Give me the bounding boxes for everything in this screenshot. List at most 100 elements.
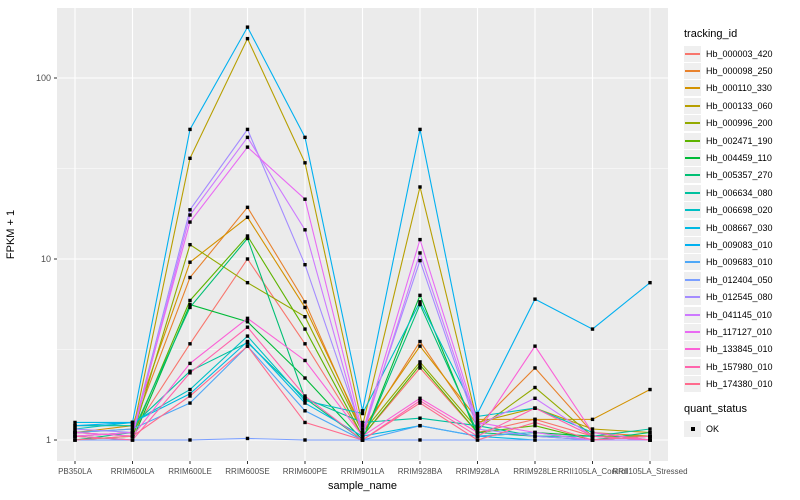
data-point-Hb_000098_250 [303,300,307,304]
data-point-Hb_002471_190 [188,298,192,303]
legend-label: Hb_000996_200 [706,118,773,129]
legend-title-quant-status: quant_status [684,402,747,415]
data-point-Hb_157980_010 [475,434,480,438]
square-point-icon [690,426,695,431]
line-swatch-icon [685,191,700,194]
legend-swatch-Hb_005357_270 [684,167,701,184]
data-point-Hb_004459_110 [188,302,192,307]
legend-label: Hb_009083_010 [706,239,773,250]
data-point-Hb_157980_010 [648,438,652,442]
data-point-Hb_117127_010 [418,237,422,242]
legend-label: Hb_000133_060 [706,100,773,111]
data-point-Hb_000098_250 [188,275,192,280]
data-point-Hb_009083_010 [245,25,250,29]
data-point-Hb_174380_010 [418,401,422,405]
data-point-Hb_174380_010 [73,438,77,442]
data-point-Hb_041145_010 [303,228,307,232]
data-point-Hb_117127_010 [303,197,307,201]
line-swatch-icon [685,261,700,264]
line-swatch-icon [685,104,700,107]
data-point-Hb_012404_050 [533,438,537,442]
data-point-Hb_012545_080 [418,258,422,263]
x-axis-title: sample_name [328,480,397,492]
data-point-Hb_000133_060 [360,423,365,428]
data-point-Hb_000133_060 [245,36,250,41]
legend-swatch-Hb_000003_420 [684,45,701,62]
line-swatch-icon [685,70,700,73]
data-point-Hb_012404_050 [303,438,307,442]
data-point-Hb_005357_270 [648,430,652,435]
data-point-Hb_006634_080 [648,427,652,431]
data-point-Hb_157980_010 [303,394,307,398]
data-point-Hb_006634_080 [130,423,135,428]
legend-swatch-Hb_133845_010 [684,341,701,358]
data-point-Hb_000110_330 [418,344,422,348]
legend-item-Hb_000003_420: Hb_000003_420 [684,45,798,62]
data-point-Hb_174380_010 [188,394,192,398]
legend-swatch-Hb_006634_080 [684,184,701,201]
data-point-Hb_005357_270 [188,305,192,310]
line-swatch-icon [685,278,700,281]
data-point-Hb_000996_200 [188,242,192,247]
data-point-Hb_012404_050 [245,436,250,441]
line-swatch-icon [685,383,700,386]
legend-item-Hb_117127_010: Hb_117127_010 [684,323,798,340]
legend-label: Hb_000098_250 [706,66,773,77]
data-point-Hb_117127_010 [188,220,192,224]
y-tick-label: 100 [36,73,51,83]
data-point-Hb_133845_010 [73,430,77,435]
data-point-Hb_000003_420 [303,342,307,346]
data-point-Hb_000996_200 [418,360,422,364]
legend-item-Hb_008667_030: Hb_008667_030 [684,219,798,236]
data-point-Hb_000110_330 [360,427,365,431]
data-point-Hb_174380_010 [360,438,365,442]
data-point-Hb_174380_010 [590,438,595,442]
data-point-Hb_000110_330 [648,387,652,392]
data-point-Hb_041145_010 [188,213,192,217]
data-point-Hb_008667_030 [303,401,307,405]
data-point-Hb_000110_330 [533,417,537,422]
data-point-Hb_009083_010 [130,420,135,425]
data-point-Hb_133845_010 [245,316,250,321]
x-tick-label: RRIM928LA [456,467,500,476]
line-swatch-icon [685,226,700,229]
data-point-Hb_006698_020 [418,300,422,304]
data-point-Hb_133845_010 [475,430,480,435]
legend-swatch-Hb_009083_010 [684,236,701,253]
data-point-Hb_002471_190 [245,234,250,238]
legend-label: Hb_012545_080 [706,292,773,303]
data-point-Hb_009083_010 [360,409,365,413]
data-point-Hb_006698_020 [475,414,480,419]
legend-label: Hb_008667_030 [706,222,773,233]
data-point-Hb_012545_080 [303,263,307,267]
data-point-Hb_012404_050 [418,438,422,442]
data-point-Hb_009083_010 [73,423,77,428]
data-point-Hb_000996_200 [303,314,307,319]
data-point-Hb_157980_010 [188,371,192,375]
data-point-Hb_009683_010 [130,427,135,431]
data-point-Hb_157980_010 [590,434,595,438]
line-swatch-icon [685,157,700,160]
legend-swatch-Hb_012545_080 [684,289,701,306]
legend-item-quant-ok: OK [684,420,798,437]
data-point-Hb_012545_080 [188,208,192,212]
data-point-Hb_006698_020 [188,387,192,392]
data-point-Hb_000110_330 [475,417,480,422]
data-point-Hb_009683_010 [303,409,307,413]
data-point-Hb_012545_080 [245,127,250,132]
x-tick-label: RRIM600LA [111,467,155,476]
data-point-Hb_009083_010 [188,127,192,132]
data-point-Hb_000098_250 [245,205,250,210]
data-point-Hb_000133_060 [590,427,595,431]
data-point-Hb_000098_250 [533,366,537,370]
data-point-Hb_174380_010 [475,438,480,442]
data-point-Hb_009083_010 [590,327,595,331]
line-swatch-icon [685,365,700,368]
line-swatch-icon [685,348,700,351]
data-point-Hb_041145_010 [418,251,422,255]
legend-item-Hb_006634_080: Hb_006634_080 [684,184,798,201]
line-swatch-icon [685,243,700,246]
data-point-Hb_041145_010 [475,423,480,428]
legend-swatch-Hb_009683_010 [684,254,701,271]
